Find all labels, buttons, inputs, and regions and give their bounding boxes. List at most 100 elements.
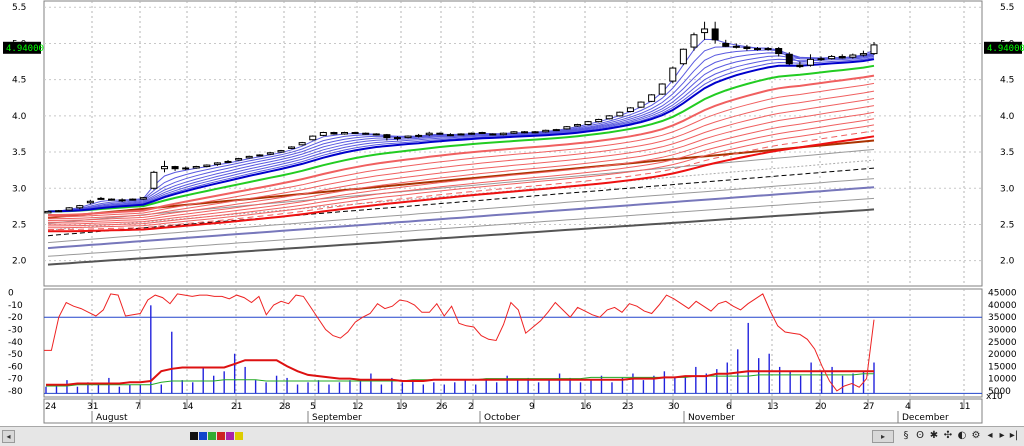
candle-body <box>478 132 486 135</box>
first-icon[interactable]: ◂ <box>987 430 993 441</box>
candle-body <box>160 166 168 170</box>
candle-body <box>171 166 179 170</box>
x-day-label: 6 <box>726 402 732 412</box>
candle-body <box>870 44 878 55</box>
candle-body <box>224 160 232 163</box>
candle-body <box>711 28 719 41</box>
volume-tick-label: 25000 <box>988 338 1017 348</box>
status-toolbar: ◂ ▸ § ʘ ✱ ✣ ◐ ⚙ ◂ ▸ ▸| <box>0 426 1024 446</box>
color-swatch-black[interactable] <box>190 432 198 440</box>
settings-icon[interactable]: ⚙ <box>971 430 981 441</box>
color-swatch-red[interactable] <box>217 432 225 440</box>
candle-body <box>573 124 581 127</box>
x-day-label: 7 <box>135 402 141 412</box>
candle-body <box>383 134 391 139</box>
link-icon[interactable]: ʘ <box>916 430 924 441</box>
x-day-label: 4 <box>905 402 911 412</box>
oscillator-line <box>44 293 875 392</box>
x-day-label: 16 <box>580 402 592 412</box>
candle-body <box>669 67 677 82</box>
candle-body <box>764 48 772 51</box>
candle-body <box>55 210 63 213</box>
slider-icon[interactable]: § <box>903 430 909 441</box>
candle-body <box>679 48 687 65</box>
color-swatch-yellow[interactable] <box>235 432 243 440</box>
candle-body <box>563 126 571 130</box>
oscillator-tick-label: -40 <box>8 338 23 348</box>
candle-body <box>118 199 126 202</box>
oscillator-tick-label: -60 <box>8 362 23 372</box>
x-day-label: 23 <box>622 402 633 412</box>
y-tick-label-left: 3.5 <box>12 148 26 158</box>
red-ema-line <box>48 111 875 225</box>
red-ema-line <box>47 98 875 221</box>
long-term-ma-line <box>47 208 875 266</box>
y-tick-label-right: 3.5 <box>1000 148 1014 158</box>
volume-tick-label: 15000 <box>988 362 1017 372</box>
long-term-ma-line <box>47 167 875 237</box>
candle-body <box>722 42 730 47</box>
color-swatch-blue[interactable] <box>199 432 207 440</box>
x-day-label: 26 <box>436 402 448 412</box>
candle-body <box>44 210 52 214</box>
candle-body <box>277 150 285 153</box>
oscillator-tick-label: -20 <box>8 313 23 323</box>
long-term-ma-line <box>47 197 875 257</box>
x-day-label: 27 <box>863 402 874 412</box>
oscillator-tick-label: 0 <box>8 289 14 299</box>
green-ema-line <box>48 64 875 213</box>
candle-body <box>701 28 709 34</box>
candle-body <box>849 54 857 58</box>
x-day-label: 12 <box>352 402 363 412</box>
candle-body <box>330 132 338 135</box>
color-swatch-green[interactable] <box>208 432 216 440</box>
long-term-ma-line <box>47 186 875 250</box>
gear-icon[interactable]: ✱ <box>929 430 939 441</box>
volume-tick-label: 35000 <box>988 313 1017 323</box>
y-tick-label-right: 4.5 <box>1000 76 1014 86</box>
color-swatch-purple[interactable] <box>226 432 234 440</box>
long-term-ma-line <box>47 178 875 244</box>
x-month-label: September <box>312 413 362 423</box>
red-ema-line <box>48 118 875 227</box>
x-day-label: 31 <box>87 402 98 412</box>
candle-body <box>309 135 317 141</box>
x-day-label: 13 <box>767 402 778 412</box>
scroll-left-button[interactable]: ◂ <box>2 430 15 443</box>
candle-body <box>182 167 190 170</box>
y-tick-label-right: 5.5 <box>1000 3 1014 13</box>
next-icon[interactable]: ▸ <box>999 430 1005 441</box>
x-day-label: 5 <box>310 402 316 412</box>
x-day-label: 2 <box>468 402 474 412</box>
x-day-label: 14 <box>182 402 194 412</box>
cross-icon[interactable]: ✣ <box>943 430 953 441</box>
x-month-label: August <box>96 413 128 423</box>
candle-body <box>362 132 370 135</box>
candle-body <box>828 55 836 60</box>
candle-body <box>425 132 433 136</box>
indicator-panel: 0 45000 -10 40000 -20 35000 -30 30000 -40 25000 -5… <box>8 288 1017 402</box>
volume-tick-label: 10000 <box>988 375 1017 385</box>
candle-body <box>658 83 666 95</box>
red-ema-line <box>47 90 875 220</box>
candle-body <box>372 133 380 136</box>
candle-body <box>754 48 762 51</box>
candle-body <box>341 132 349 135</box>
x-day-label: 24 <box>45 402 57 412</box>
candle-body <box>489 133 497 136</box>
play-icon[interactable]: ◐ <box>957 430 967 441</box>
candle-body <box>732 45 740 48</box>
candle-body <box>256 154 264 157</box>
candle-body <box>97 197 105 200</box>
last-icon[interactable]: ▸| <box>1009 430 1019 441</box>
scroll-right-button[interactable]: ▸ <box>872 430 894 443</box>
candle-body <box>65 207 73 211</box>
candle-body <box>393 137 401 140</box>
red-ema-line <box>48 130 875 230</box>
candle-body <box>150 171 158 189</box>
candle-body <box>743 46 751 50</box>
chart-canvas: 5.55.55.05.04.54.54.04.03.53.53.03.02.52… <box>3 0 1024 424</box>
candle-body <box>796 64 804 68</box>
y-tick-label-right: 2.0 <box>1000 257 1015 267</box>
candle-body <box>510 131 518 134</box>
